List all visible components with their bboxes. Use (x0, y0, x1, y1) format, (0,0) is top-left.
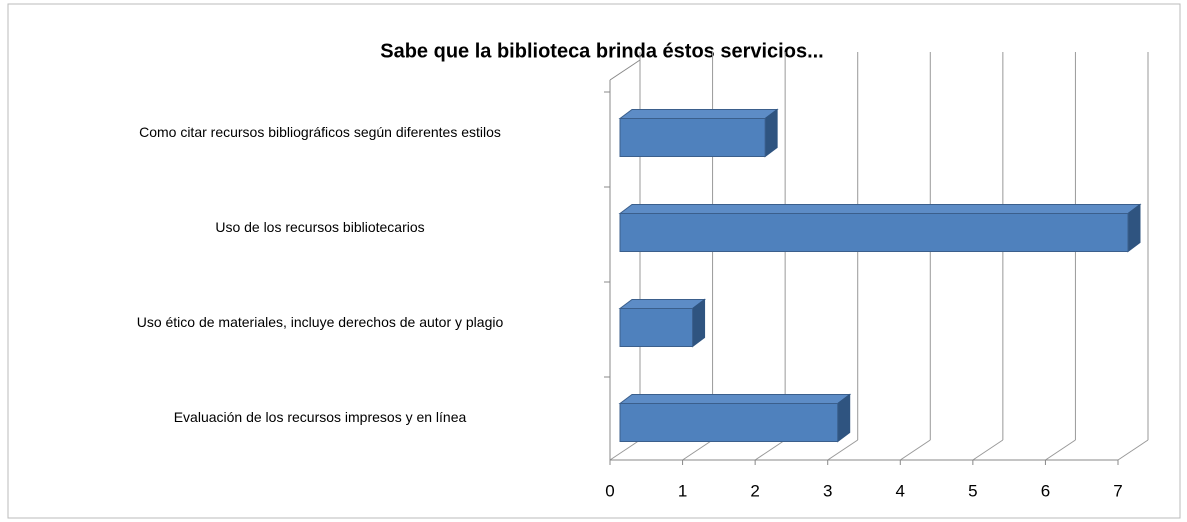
grid-line (609, 439, 641, 461)
bar-side (764, 108, 778, 158)
x-tick-label: 6 (1041, 481, 1050, 500)
frame (7, 3, 1181, 519)
grid-line (827, 439, 858, 461)
bar-top (618, 394, 852, 404)
chart-title: Sabe que la biblioteca brinda éstos serv… (380, 40, 824, 62)
x-tick-label: 5 (968, 481, 977, 500)
bar (619, 213, 1129, 252)
bar-top (618, 109, 779, 119)
category-label: Como citar recursos bibliográficos según… (139, 124, 501, 140)
x-tick-label: 7 (1113, 481, 1122, 500)
bar-side (837, 393, 851, 443)
category-label: Uso de los recursos bibliotecarios (215, 219, 424, 235)
bar-side (1127, 203, 1141, 253)
axis-line (609, 59, 641, 81)
bar (619, 308, 694, 347)
grid-line (1045, 439, 1076, 461)
grid-line (682, 439, 713, 461)
bar-side (692, 298, 706, 348)
grid-line (754, 439, 786, 461)
category-label: Uso ético de materiales, incluye derecho… (137, 314, 504, 330)
grid-line (972, 439, 1004, 461)
grid-line (900, 439, 931, 461)
category-label: Evaluación de los recursos impresos y en… (174, 409, 467, 425)
bar-top (618, 204, 1142, 214)
x-tick-label: 4 (896, 481, 905, 500)
plot: 0 1 2 3 4 5 6 7 Como citar recursos bibliográfic… (137, 52, 1149, 500)
bar-top (618, 299, 707, 309)
bar (619, 118, 766, 157)
x-tick-label: 3 (823, 481, 832, 500)
bar (619, 403, 839, 442)
x-tick-label: 1 (678, 481, 687, 500)
x-tick-label: 0 (605, 481, 614, 500)
grid-line (1117, 439, 1149, 461)
x-tick-label: 2 (750, 481, 759, 500)
